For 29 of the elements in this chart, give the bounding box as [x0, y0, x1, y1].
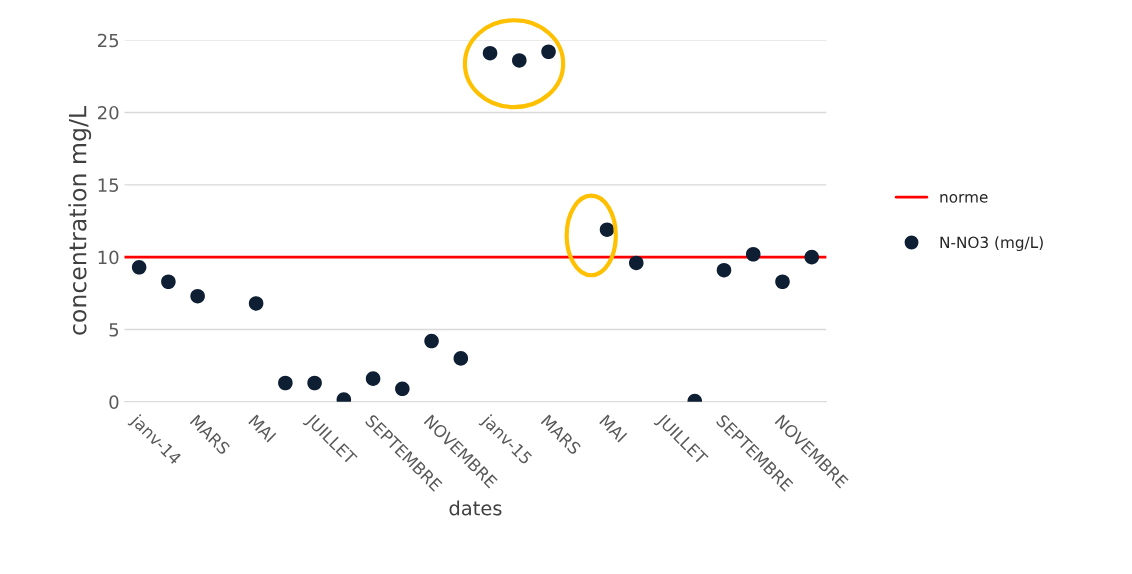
point: [424, 333, 439, 349]
y-axis-title: concentration mg/L: [68, 106, 92, 335]
point: [190, 288, 205, 304]
point: [161, 274, 176, 290]
point: [541, 44, 556, 60]
y-tick-label: 5: [109, 323, 119, 337]
y-tick-label: 15: [98, 178, 119, 192]
point: [248, 296, 264, 311]
y-tick-label: 10: [98, 250, 119, 265]
y-tick-label: 25: [98, 33, 119, 48]
y-tick-label: 0: [109, 395, 119, 409]
point: [512, 53, 527, 68]
legend-label: norme: [940, 193, 988, 203]
y-tick-label: 20: [98, 105, 119, 120]
point: [745, 246, 761, 262]
point: [365, 371, 381, 386]
point: [628, 255, 644, 271]
point: [775, 274, 790, 290]
x-axis-title: dates: [449, 500, 502, 516]
legend-label: N-NO3 (mg/L): [940, 236, 1043, 252]
point: [131, 259, 147, 275]
point: [278, 375, 293, 391]
point: [453, 351, 469, 366]
point: [307, 375, 322, 391]
point: [482, 45, 498, 61]
point: [395, 381, 410, 397]
point: [599, 222, 615, 237]
point: [804, 249, 820, 265]
point: [716, 262, 732, 278]
